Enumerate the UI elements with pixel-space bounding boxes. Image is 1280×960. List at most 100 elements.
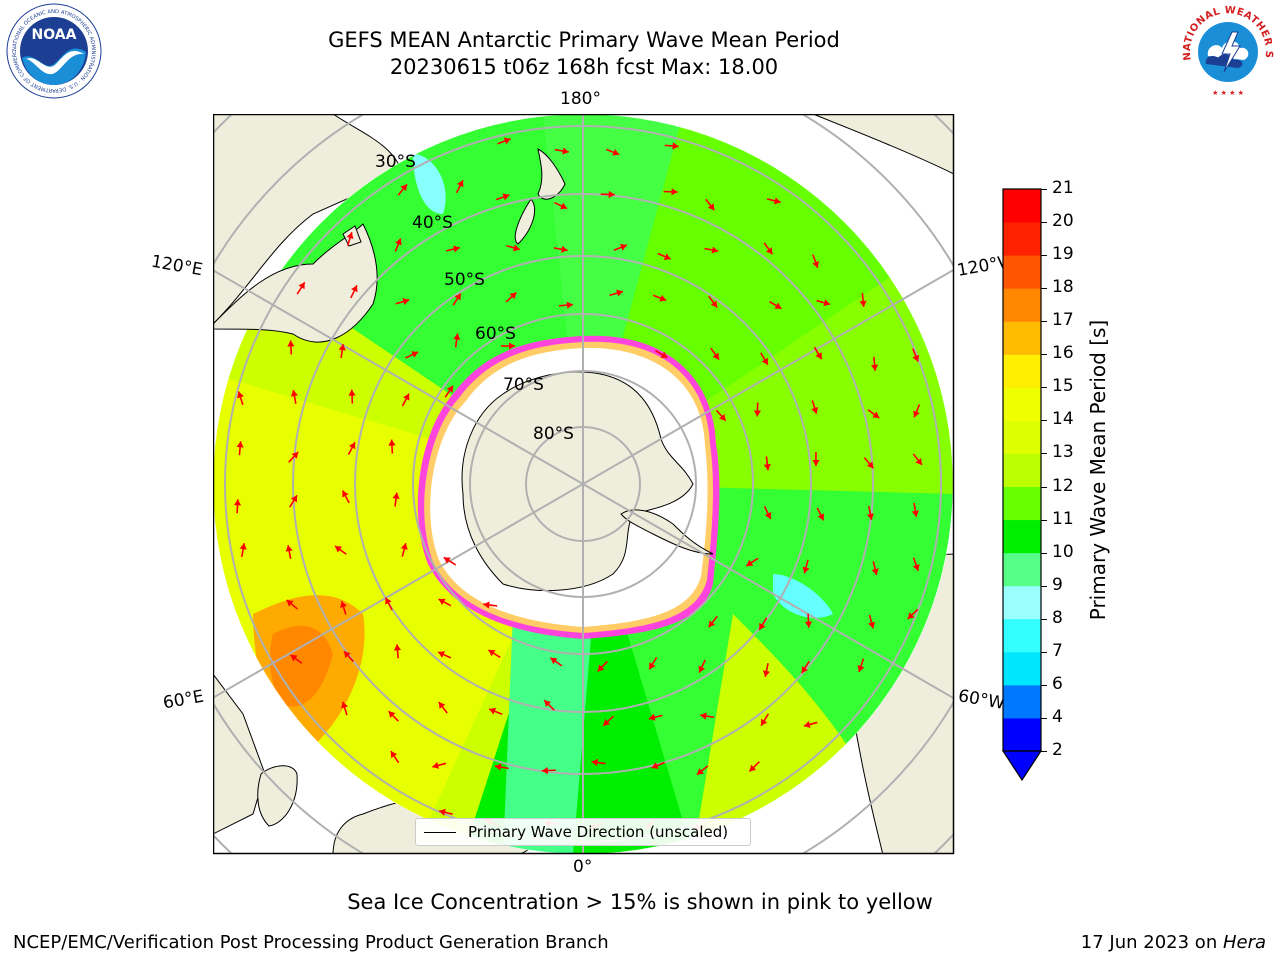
wave-arrow-head — [395, 238, 402, 246]
colorbar-tick-label: 13 — [1052, 442, 1074, 463]
lat-label-60s: 60°S — [475, 324, 516, 344]
wave-arrow-head — [913, 410, 920, 418]
wave-arrow-head — [233, 499, 242, 506]
wave-arrow-head — [400, 184, 408, 192]
graticule — [213, 114, 954, 854]
footer-producer: NCEP/EMC/Verification Post Processing Pr… — [13, 932, 609, 953]
wave-arrow-head — [711, 246, 719, 254]
colorbar-tick-mark — [1041, 651, 1047, 653]
wave-arrow-head — [708, 620, 716, 628]
wave-arrow-head — [385, 597, 392, 605]
wave-arrow-head — [494, 763, 502, 771]
lat-label-30s: 30°S — [375, 152, 416, 172]
colorbar-tick-mark — [1041, 552, 1047, 554]
colorbar-tick-mark — [1041, 684, 1047, 686]
wave-arrow-head — [483, 601, 490, 609]
colorbar-tick-mark — [1041, 751, 1047, 752]
wave-arrow-head — [911, 510, 919, 517]
colorbar-tick-mark — [1041, 255, 1047, 257]
wave-arrow-head — [454, 293, 461, 301]
noaa-logo: NATIONAL OCEANIC AND ATMOSPHERIC ADMINIS… — [4, 2, 102, 99]
wave-arrow-head — [443, 557, 451, 564]
wave-arrow-head — [871, 568, 879, 575]
colorbar-tick-label: 14 — [1052, 409, 1074, 430]
wave-arrow-head — [912, 354, 920, 362]
wave-arrow-head — [746, 559, 754, 566]
wave-arrow-head — [446, 385, 454, 393]
wave-arrow-head — [907, 612, 915, 620]
wave-arrow-head — [801, 666, 808, 674]
colorbar-tick-label: 15 — [1052, 376, 1074, 397]
colorbar-tick-mark — [1041, 222, 1047, 224]
colorbar-segment — [1003, 354, 1041, 388]
colorbar-tick-label: 7 — [1052, 640, 1063, 661]
wave-arrow-head — [761, 357, 768, 365]
wave-arrow-head — [817, 513, 825, 521]
wave-arrow-head — [390, 751, 398, 759]
wave-arrow-head — [388, 439, 396, 446]
wave-arrow-head — [659, 294, 667, 302]
wave-arrow-head — [802, 566, 810, 574]
wave-arrow-head — [509, 292, 517, 300]
wave-arrow-head — [285, 545, 293, 552]
wave-arrow-head — [541, 766, 548, 775]
wave-arrow-head — [400, 543, 408, 550]
wave-arrow-head — [290, 654, 298, 662]
wave-arrow-head — [508, 342, 516, 350]
colorbar-segment — [1003, 453, 1041, 488]
chart-title: GEFS MEAN Antarctic Primary Wave Mean Pe… — [328, 28, 840, 52]
wave-arrow-head — [859, 300, 867, 307]
wave-arrow-head — [761, 718, 768, 726]
colorbar-tick-label: 10 — [1052, 541, 1074, 562]
wave-arrow-head — [804, 621, 813, 628]
wave-arrow-head — [544, 700, 552, 707]
wave-arrow-head — [619, 243, 627, 251]
wave-arrow-head — [488, 649, 496, 657]
lon-label-60e: 60°E — [161, 686, 206, 714]
wave-direction-arrows — [233, 137, 923, 831]
wave-arrow-head — [719, 413, 726, 421]
colorbar-segment — [1003, 717, 1041, 752]
wave-arrow-head — [857, 665, 865, 672]
wave-arrow-head — [773, 197, 781, 205]
colorbar-segment — [1003, 618, 1041, 653]
wave-arrow-head — [298, 282, 305, 290]
colorbar-segment — [1003, 651, 1041, 686]
colorbar-tick-label: 11 — [1052, 508, 1074, 529]
wave-arrow-head — [388, 711, 396, 719]
wave-arrow-head — [236, 441, 244, 448]
colorbar-tick-mark — [1041, 585, 1047, 587]
wave-arrow-head — [432, 761, 440, 769]
wave-arrow-head — [812, 460, 820, 467]
wave-arrow-head — [815, 352, 822, 360]
wave-arrow-head — [503, 137, 511, 145]
wave-arrow-head — [334, 546, 342, 553]
lat-label-40s: 40°S — [412, 213, 453, 233]
wave-arrow-head — [868, 621, 876, 629]
sea-ice-note: Sea Ice Concentration > 15% is shown in … — [347, 890, 933, 914]
wave-arrow-head — [561, 245, 568, 253]
footer-date: 17 Jun 2023 on Hera — [1080, 932, 1266, 953]
colorbar-tick-mark — [1041, 288, 1047, 290]
colorbar-segment — [1003, 585, 1041, 620]
colorbar-segment — [1003, 486, 1041, 521]
chart-subtitle-date: 20230615 t06z 168h fcst Max: 18.00 — [389, 55, 779, 79]
colorbar-tick-label: 16 — [1052, 343, 1074, 364]
colorbar-segment — [1003, 519, 1041, 554]
wave-arrow-head — [710, 300, 718, 308]
colorbar-segment — [1003, 420, 1041, 454]
wave-arrow-head — [660, 351, 668, 358]
wave-arrow-head — [698, 665, 706, 673]
wave-arrow-head — [759, 622, 766, 630]
wave-arrow-head — [866, 513, 874, 520]
wave-arrow-head — [453, 333, 461, 340]
new-zealand-land — [537, 148, 566, 200]
wave-arrow-head — [870, 364, 879, 371]
colorbar-segment — [1003, 222, 1041, 256]
wave-arrow-head — [753, 410, 762, 417]
colorbar-tick-label: 17 — [1052, 310, 1074, 331]
wave-arrow-head — [812, 260, 820, 268]
wave-arrow-head — [286, 600, 294, 607]
wave-arrow-head — [749, 764, 757, 772]
wave-arrow-head — [351, 285, 358, 293]
